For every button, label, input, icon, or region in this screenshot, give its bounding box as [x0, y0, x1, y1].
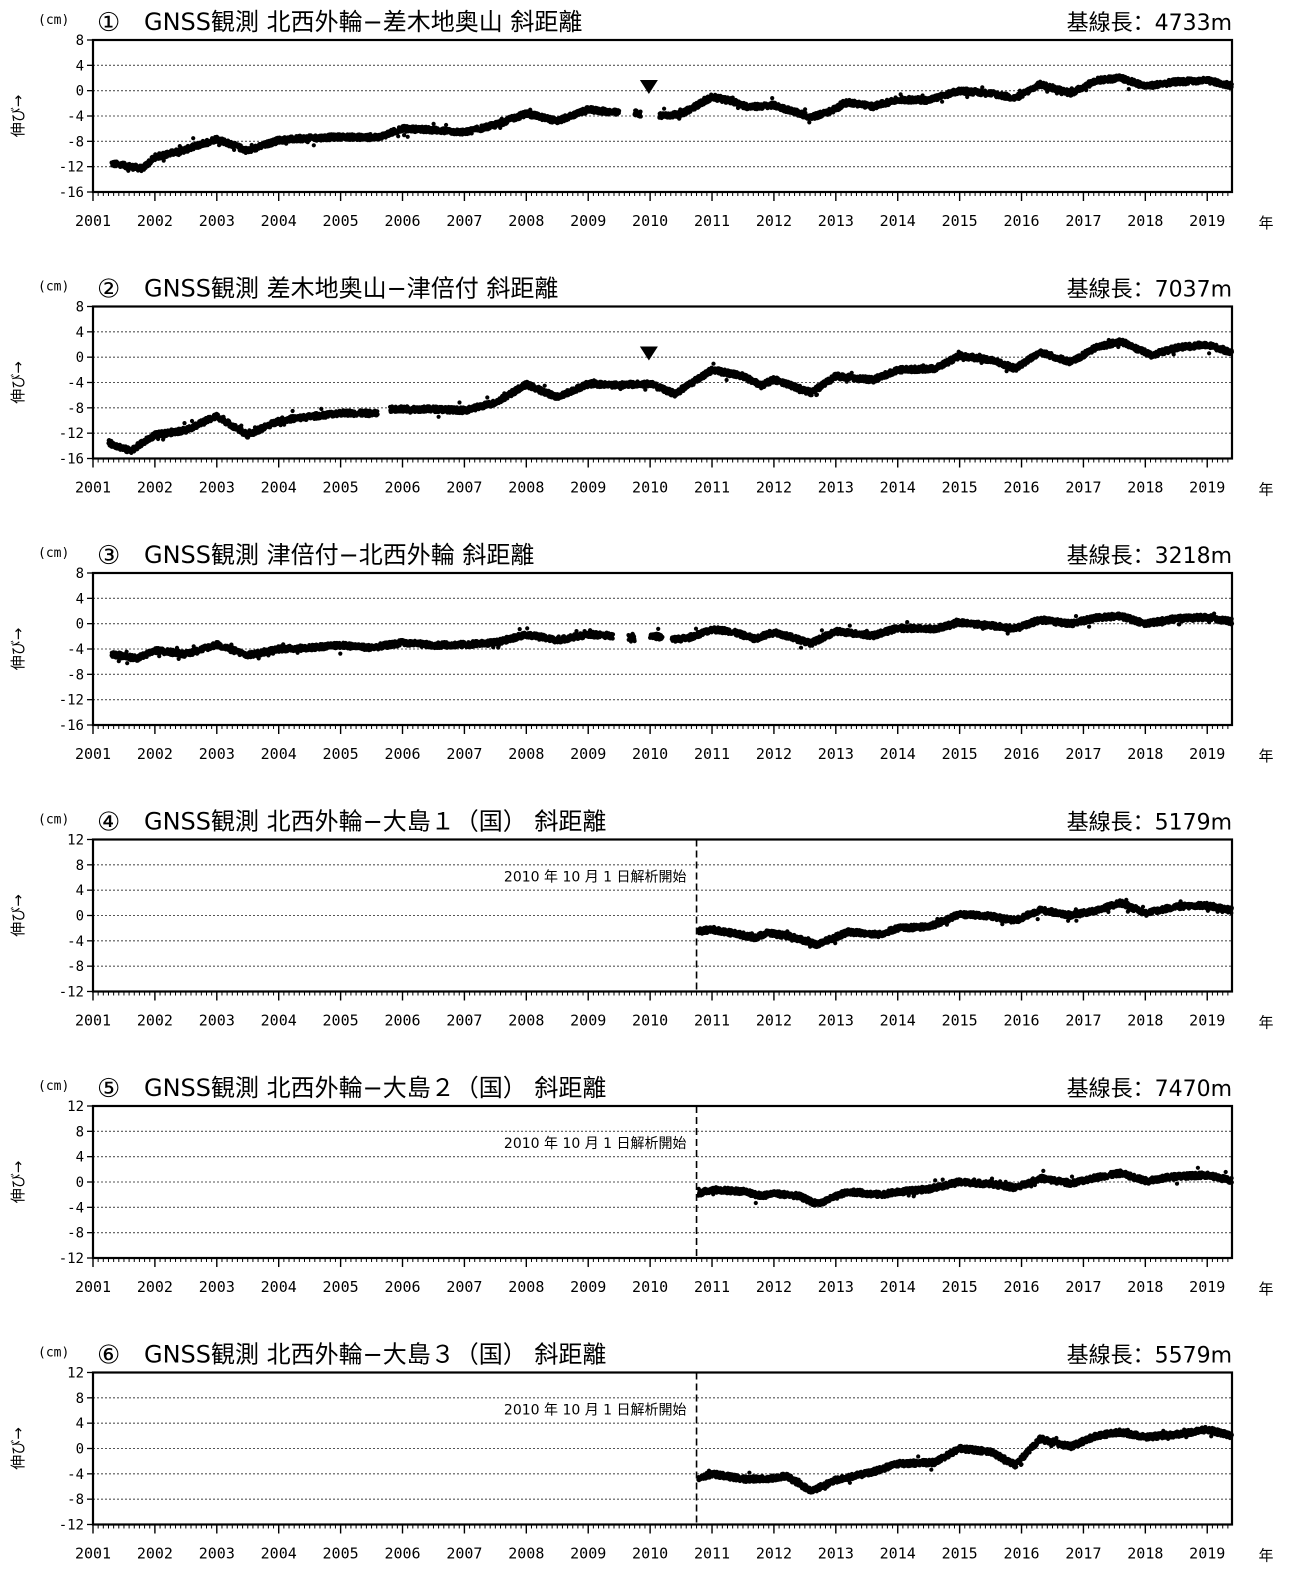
y-tick-label: -8 — [67, 134, 84, 150]
chart-panel-2: (cm) ② GNSS観測 差木地奥山−津倍付 斜距離 基線長：7037m 伸び→ 8 4 0… — [9, 275, 1274, 499]
x-tick-label: 2015 — [942, 212, 978, 230]
baseline-length: 基線長：7037m — [1067, 278, 1232, 303]
data-point — [638, 109, 643, 114]
y-tick-label: 8 — [76, 300, 84, 316]
data-point — [617, 108, 622, 113]
chart-title: GNSS観測 差木地奥山−津倍付 斜距離 — [144, 275, 558, 303]
x-tick-label: 2004 — [261, 479, 297, 497]
y-axis-label: 伸び→ — [9, 95, 27, 138]
x-tick-label: 2004 — [261, 212, 297, 230]
y-tick-label: 4 — [76, 325, 84, 341]
x-tick-label: 2009 — [570, 479, 606, 497]
data-point — [940, 99, 945, 104]
x-tick-label: 2013 — [818, 212, 854, 230]
data-point — [662, 106, 667, 111]
y-tick-label: -4 — [67, 376, 84, 392]
x-tick-label: 2007 — [446, 212, 482, 230]
x-tick-label: 2009 — [570, 212, 606, 230]
y-tick-label: -16 — [59, 185, 84, 201]
x-tick-label: 2019 — [1189, 479, 1225, 497]
y-tick-label: 4 — [76, 58, 84, 74]
x-tick-label: 2018 — [1127, 479, 1163, 497]
data-point — [638, 114, 643, 119]
x-tick-label: 2001 — [75, 479, 111, 497]
x-tick-label: 2015 — [942, 479, 978, 497]
chart-title: GNSS観測 北西外輪−差木地奥山 斜距離 — [144, 8, 582, 36]
x-tick-label: 2012 — [756, 479, 792, 497]
data-point — [232, 147, 237, 152]
x-tick-label: 2011 — [694, 212, 730, 230]
y-tick-label: 0 — [76, 84, 84, 100]
data-point — [770, 96, 775, 101]
x-tick-label: 2013 — [818, 479, 854, 497]
data-point — [444, 122, 449, 128]
data-point — [807, 120, 812, 125]
data-point — [319, 406, 324, 411]
x-tick-label: 2010 — [632, 212, 668, 230]
chart-number: ① — [97, 8, 120, 38]
x-tick-label: 2006 — [384, 479, 420, 497]
x-tick-label: 2002 — [137, 479, 173, 497]
x-tick-label: 2011 — [694, 479, 730, 497]
x-tick-label: 2006 — [384, 212, 420, 230]
x-tick-label: 2016 — [1003, 479, 1039, 497]
data-point — [311, 143, 316, 148]
y-tick-label: -4 — [67, 109, 84, 125]
unit-label: (cm) — [38, 280, 69, 295]
data-point — [980, 85, 985, 90]
data-point — [431, 121, 436, 126]
x-tick-label: 2017 — [1065, 212, 1101, 230]
x-tick-label: 2008 — [508, 479, 544, 497]
data-series — [106, 337, 1234, 455]
unit-label: (cm) — [38, 13, 69, 28]
x-tick-label: 2005 — [323, 479, 359, 497]
event-marker-icon — [639, 80, 658, 94]
y-tick-label: 8 — [76, 33, 84, 49]
data-series — [109, 73, 1234, 174]
x-tick-label: 2012 — [756, 212, 792, 230]
x-tick-label: 2003 — [199, 212, 235, 230]
x-tick-label: 2014 — [880, 479, 916, 497]
data-point — [290, 408, 295, 414]
y-axis-label: 伸び→ — [9, 361, 27, 404]
x-tick-label: 2014 — [880, 212, 916, 230]
x-tick-label: 2018 — [1127, 212, 1163, 230]
data-point — [1126, 87, 1131, 92]
data-point — [405, 134, 410, 139]
x-tick-label: 2001 — [75, 212, 111, 230]
x-tick-label: 2002 — [137, 212, 173, 230]
data-point — [191, 136, 196, 141]
y-tick-label: -12 — [59, 426, 84, 442]
x-tick-label: 2016 — [1003, 212, 1039, 230]
x-tick-label: 2008 — [508, 212, 544, 230]
data-point — [189, 418, 195, 424]
x-tick-label: 2010 — [632, 479, 668, 497]
baseline-length: 基線長：4733m — [1067, 11, 1232, 36]
y-tick-label: 0 — [76, 350, 84, 366]
x-tick-label: 2007 — [446, 479, 482, 497]
x-tick-label: 2005 — [323, 212, 359, 230]
data-point — [182, 421, 187, 426]
chart-panel-1: (cm) ① GNSS観測 北西外輪−差木地奥山 斜距離 基線長：4733m 伸び→ 8 4… — [9, 8, 1274, 232]
x-axis-unit: 年 — [1258, 214, 1273, 232]
x-tick-label: 2017 — [1065, 479, 1101, 497]
data-point — [161, 158, 166, 163]
y-tick-label: -12 — [59, 160, 84, 176]
y-tick-label: -16 — [59, 452, 84, 468]
x-tick-label: 2019 — [1189, 212, 1225, 230]
y-tick-label: -8 — [67, 401, 84, 417]
data-point — [396, 134, 401, 139]
x-tick-label: 2003 — [199, 479, 235, 497]
x-axis-unit: 年 — [1258, 481, 1273, 499]
chart-number: ② — [97, 275, 120, 305]
